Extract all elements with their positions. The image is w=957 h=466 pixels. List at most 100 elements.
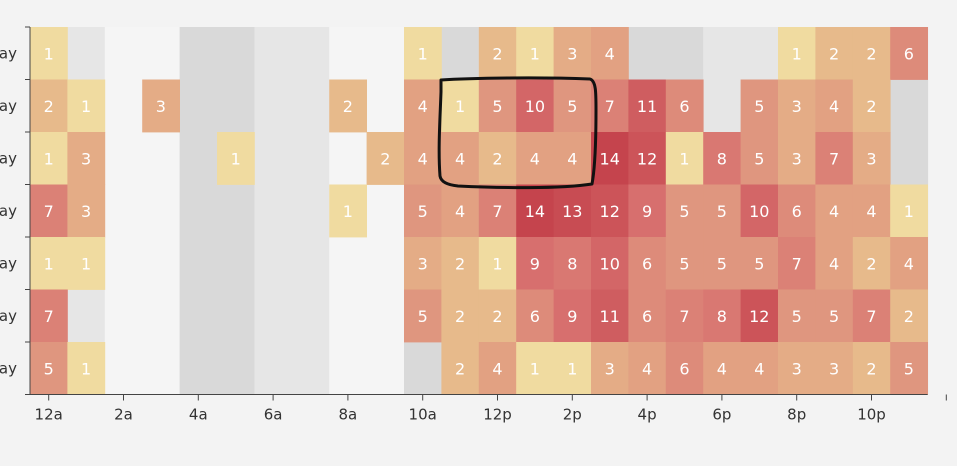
heatmap-cell <box>516 184 554 238</box>
x-tick-label: 8a <box>339 406 358 424</box>
cell-value-label: 1 <box>455 97 465 116</box>
cell-value-label: 4 <box>717 359 727 378</box>
heatmap-cell <box>815 289 854 343</box>
y-tick-label: ay <box>0 307 17 325</box>
split-area-band <box>179 27 255 395</box>
heatmap-cell <box>404 237 442 290</box>
heatmap-cell <box>142 79 180 133</box>
cell-value-label: 1 <box>567 359 577 378</box>
cell-value-label: 4 <box>418 149 428 168</box>
cell-value-label: 4 <box>455 149 465 168</box>
cell-value-label: 3 <box>156 97 166 116</box>
heatmap-cell <box>778 289 816 343</box>
heatmap-cell <box>665 342 704 395</box>
x-tick-label: 6a <box>264 406 283 424</box>
x-tick-label: 2p <box>563 406 582 424</box>
heatmap-cell <box>815 27 854 80</box>
cell-value-label: 1 <box>530 359 540 378</box>
cell-value-label: 5 <box>44 359 54 378</box>
cell-value-label: 5 <box>717 254 727 273</box>
cell-value-label: 3 <box>81 149 91 168</box>
cell-value-label: 1 <box>231 149 241 168</box>
heatmap-cells <box>30 27 928 395</box>
cell-value-label: 2 <box>380 149 390 168</box>
cell-value-label: 4 <box>605 44 615 63</box>
split-area-band <box>254 27 330 395</box>
heatmap-cell <box>852 79 891 133</box>
heatmap-cell <box>67 132 106 185</box>
cell-value-label: 2 <box>455 254 465 273</box>
heatmap-cell <box>665 79 704 133</box>
x-tick-label: 10p <box>857 406 886 424</box>
cell-value-label: 6 <box>792 202 802 221</box>
cell-value-label: 6 <box>904 44 914 63</box>
heatmap-cell <box>852 237 891 290</box>
cell-value-labels: 1 1 2 1 3 4 1 2 2 62 1 3 2 4 1 5 10 5 7 11 6 5 3 4 21 3 1 2 4 4 2 4 4 14 1… <box>44 44 914 378</box>
heatmap-cell <box>703 132 741 185</box>
cell-value-label: 10 <box>600 254 620 273</box>
heatmap-cell <box>890 342 928 395</box>
y-tick-label: ay <box>0 44 17 62</box>
y-tick-label: ay <box>0 254 17 272</box>
heatmap-cell <box>703 342 741 395</box>
heatmap-cell <box>404 132 442 185</box>
heatmap-cell <box>404 289 442 343</box>
x-tick-label: 4p <box>638 406 657 424</box>
heatmap-cell <box>404 27 442 80</box>
cell-value-label: 5 <box>492 97 502 116</box>
heatmap-cell <box>553 132 592 185</box>
heatmap-cell <box>516 27 554 80</box>
x-tick-label: 12p <box>483 406 512 424</box>
cell-value-label: 7 <box>792 254 802 273</box>
heatmap-cell <box>478 132 517 185</box>
cell-value-label: 6 <box>679 97 689 116</box>
cell-value-label: 3 <box>866 149 876 168</box>
cell-value-label: 9 <box>642 202 652 221</box>
cell-value-label: 1 <box>792 44 802 63</box>
cell-value-label: 6 <box>530 307 540 326</box>
cell-value-label: 8 <box>567 254 577 273</box>
cell-value-label: 1 <box>81 254 91 273</box>
cell-value-label: 1 <box>679 149 689 168</box>
cell-value-label: 1 <box>492 254 502 273</box>
y-tick-label: ay <box>0 359 17 377</box>
heatmap-cell <box>740 132 779 185</box>
heatmap-cell <box>67 237 106 290</box>
cell-value-label: 10 <box>525 97 545 116</box>
heatmap-cell <box>628 237 667 290</box>
heatmap-cell <box>815 342 854 395</box>
heatmap-cell <box>441 79 480 133</box>
heatmap-cell <box>516 79 554 133</box>
heatmap-cell <box>30 342 68 395</box>
cell-value-label: 1 <box>81 97 91 116</box>
heatmap-cell <box>591 289 629 343</box>
cell-value-label: 4 <box>866 202 876 221</box>
heatmap-cell <box>553 79 592 133</box>
cell-value-label: 2 <box>44 97 54 116</box>
heatmap-cell <box>740 184 779 238</box>
heatmap-cell <box>478 289 517 343</box>
cell-value-label: 2 <box>904 307 914 326</box>
heatmap-cell <box>516 237 554 290</box>
heatmap-cell <box>478 237 517 290</box>
heatmap-cell <box>740 342 779 395</box>
x-axis: 12a 2a 4a 6a 8a 10a 12p 2p 4p 6p 8p 10p <box>30 394 947 424</box>
heatmap-cell <box>329 79 367 133</box>
heatmap-cell <box>852 27 891 80</box>
cell-value-label: 4 <box>904 254 914 273</box>
cell-value-label: 9 <box>567 307 577 326</box>
heatmap-cell <box>815 184 854 238</box>
heatmap-cell <box>815 237 854 290</box>
heatmap-cell <box>516 342 554 395</box>
heatmap-cell <box>441 289 480 343</box>
heatmap-cell <box>778 184 816 238</box>
heatmap-cell <box>404 79 442 133</box>
cell-value-label: 14 <box>525 202 545 221</box>
cell-value-label: 3 <box>829 359 839 378</box>
heatmap-cell <box>67 342 106 395</box>
heatmap-cell <box>67 79 106 133</box>
cell-value-label: 8 <box>717 307 727 326</box>
heatmap-cell <box>478 27 517 80</box>
heatmap-cell <box>890 184 928 238</box>
